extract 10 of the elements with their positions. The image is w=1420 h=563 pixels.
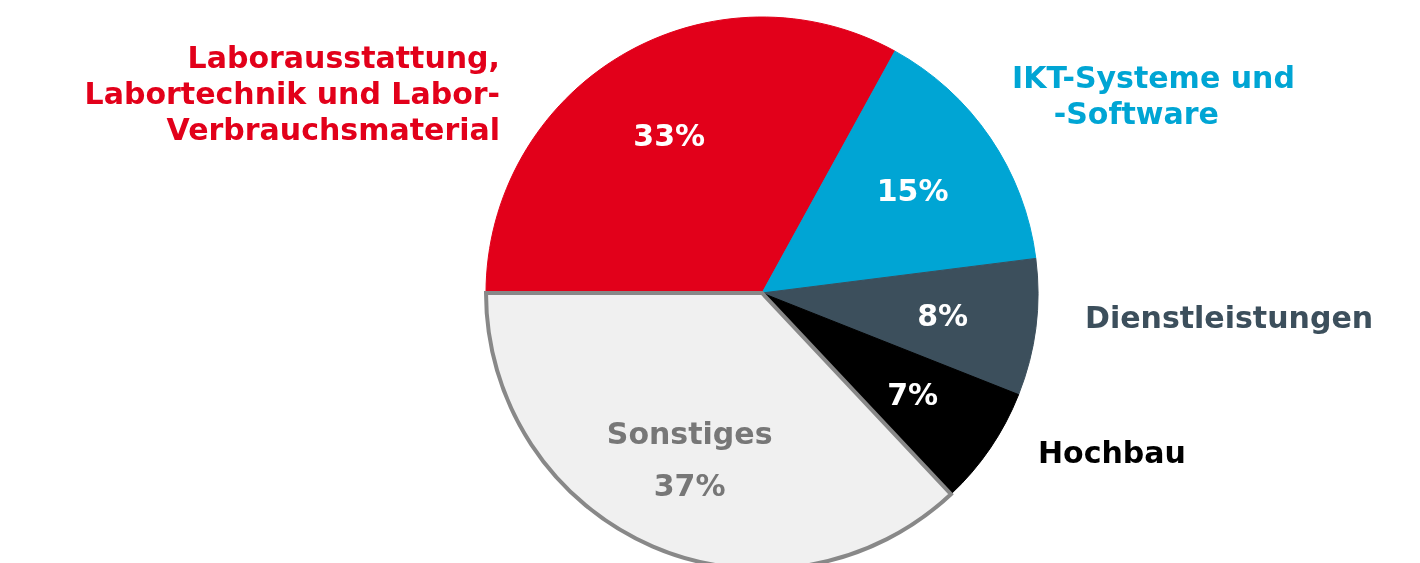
data-label: 37% [653,468,726,504]
slice-label: IKT-Systeme und -Software [1012,60,1295,131]
data-label: 8% [917,297,969,333]
data-label: 15% [876,172,949,208]
slice-label: Sonstiges [606,416,773,452]
slice-label: Laborausstattung, Labortechnik und Labor- Verbrauchsmaterial [84,40,500,147]
slice-label: Dienstleistungen [1085,300,1374,335]
slice-label: Hochbau [1038,435,1186,470]
data-label: 7% [887,377,939,413]
data-label: 33% [633,118,706,154]
